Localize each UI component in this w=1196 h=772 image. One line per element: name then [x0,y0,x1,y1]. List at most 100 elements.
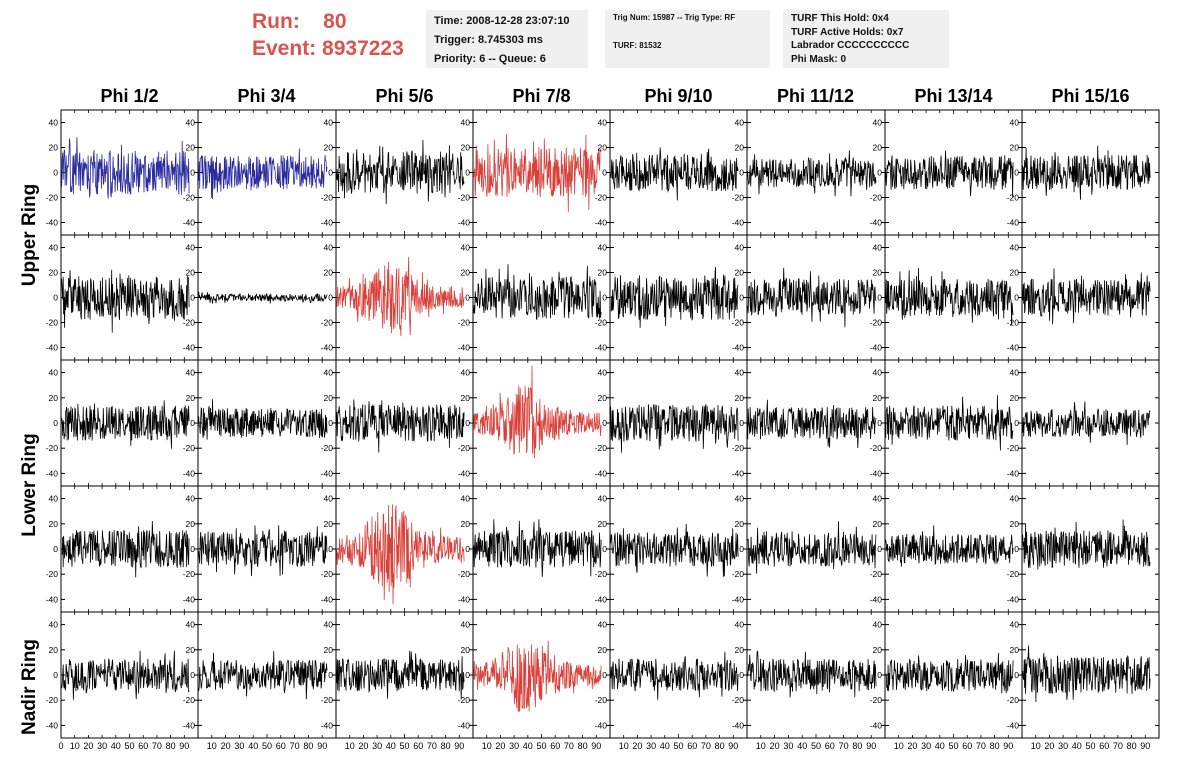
y-tick-label: -40 [595,218,608,228]
y-tick-label: 20 [324,143,334,153]
x-tick-label: 90 [1003,741,1013,751]
waveform-line [61,650,190,700]
x-tick-label: 70 [152,741,162,751]
y-tick-label: -20 [458,569,471,579]
x-tick-label: 10 [619,741,629,751]
panel-r0-c3: 40 20 0 -20 -40 [458,109,611,236]
y-tick-label: 40 [735,118,745,128]
y-tick-label: -20 [458,443,471,453]
y-tick-label: -40 [1007,468,1020,478]
waveform-line [747,650,877,698]
panel-r1-c1: 40 20 0 -20 -40 [183,234,337,361]
event-row: Event: 8937223 [252,35,404,62]
y-tick-label: 0 [53,293,58,303]
y-tick-label: 20 [324,268,334,278]
y-tick-label: 0 [328,418,333,428]
panel-r4-c4: 40 20 0 -20 -40 [595,611,748,739]
turf-active-holds-text: TURF Active Holds: 0x7 [791,26,904,38]
waveform-line [198,399,328,440]
waveform-line [61,400,190,449]
y-tick-label: -20 [183,193,196,203]
y-tick-label: -20 [732,443,745,453]
y-tick-label: 0 [465,293,470,303]
y-tick-label: 0 [328,544,333,554]
y-tick-label: -20 [321,695,334,705]
panel-r2-c6: 40 20 0 -20 -40 [870,359,1023,487]
x-tick-label: 50 [811,741,821,751]
y-tick-label: -20 [595,318,608,328]
x-tick-label: 70 [839,741,849,751]
panel-r1-c7: 40 20 0 -20 -40 [1007,234,1160,361]
y-tick-label: -20 [46,193,59,203]
y-tick-label: -20 [595,569,608,579]
y-tick-label: 40 [598,368,608,378]
waveform-line [747,399,877,449]
y-tick-label: 40 [186,620,196,630]
waveform-line [885,525,1014,567]
y-tick-label: 20 [735,645,745,655]
y-tick-label: 40 [49,243,59,253]
y-tick-label: 40 [598,620,608,630]
panel-r1-c6: 40 20 0 -20 -40 [870,234,1023,361]
y-tick-label: 20 [598,143,608,153]
x-tick-label: 60 [138,741,148,751]
y-tick-label: -20 [1007,443,1020,453]
column-header-phi-11-12: Phi 11/12 [776,86,855,106]
waveform-line [885,150,1014,198]
x-tick-label: 10 [70,741,80,751]
waveform-line [473,133,602,213]
y-tick-label: 40 [1010,620,1020,630]
y-tick-label: 0 [465,168,470,178]
y-tick-label: -40 [46,468,59,478]
y-tick-label: 20 [461,268,471,278]
y-tick-label: 20 [735,268,745,278]
panel-r0-c2: 40 20 0 -20 -40 [321,109,474,236]
x-tick-label: 10 [756,741,766,751]
x-tick-label: 90 [1140,741,1150,751]
waveform-line [610,651,739,700]
column-header-phi-15-16: Phi 15/16 [1051,86,1130,106]
y-tick-label: 40 [873,620,883,630]
x-tick-label: 30 [372,741,382,751]
labrador-text: Labrador CCCCCCCCCC [791,40,910,51]
column-header-phi-5-6: Phi 5/6 [375,86,434,106]
x-tick-label: 60 [550,741,560,751]
x-tick-label: 20 [770,741,780,751]
y-tick-label: 40 [461,368,471,378]
y-tick-label: 20 [49,268,59,278]
panel-r1-c0: 40 20 0 -20 -40 [46,234,199,361]
y-tick-label: -40 [1007,720,1020,730]
panel-r3-c4: 40 20 0 -20 -40 [595,485,748,613]
y-tick-label: -40 [321,343,334,353]
y-tick-label: 40 [735,620,745,630]
waveform-line [610,404,739,453]
x-tick-label: 90 [866,741,876,751]
x-tick-label: 20 [907,741,917,751]
waveform-line [198,148,328,200]
y-tick-label: 0 [877,418,882,428]
y-tick-label: 0 [190,544,195,554]
y-tick-label: -20 [458,318,471,328]
y-tick-label: 0 [53,544,58,554]
waveform-line [198,651,328,700]
x-tick-label: 50 [536,741,546,751]
y-tick-label: -20 [46,569,59,579]
waveform-line [610,523,739,577]
y-tick-label: -20 [1007,193,1020,203]
y-tick-label: -20 [870,695,883,705]
panel-r4-c1: 40 20 0 -20 -40 [183,611,337,739]
x-tick-label: 60 [276,741,286,751]
y-tick-label: -40 [595,468,608,478]
y-tick-label: 0 [465,670,470,680]
x-tick-label: 20 [221,741,231,751]
y-tick-label: 40 [873,243,883,253]
y-tick-label: 0 [328,293,333,303]
y-tick-label: -40 [458,720,471,730]
y-tick-label: -20 [870,193,883,203]
x-tick-label: 10 [207,741,217,751]
y-tick-label: 20 [49,519,59,529]
panel-r2-c0: 40 20 0 -20 -40 [46,359,199,487]
x-tick-label: 80 [1127,741,1137,751]
x-tick-label: 80 [441,741,451,751]
column-header-phi-3-4: Phi 3/4 [237,86,296,106]
